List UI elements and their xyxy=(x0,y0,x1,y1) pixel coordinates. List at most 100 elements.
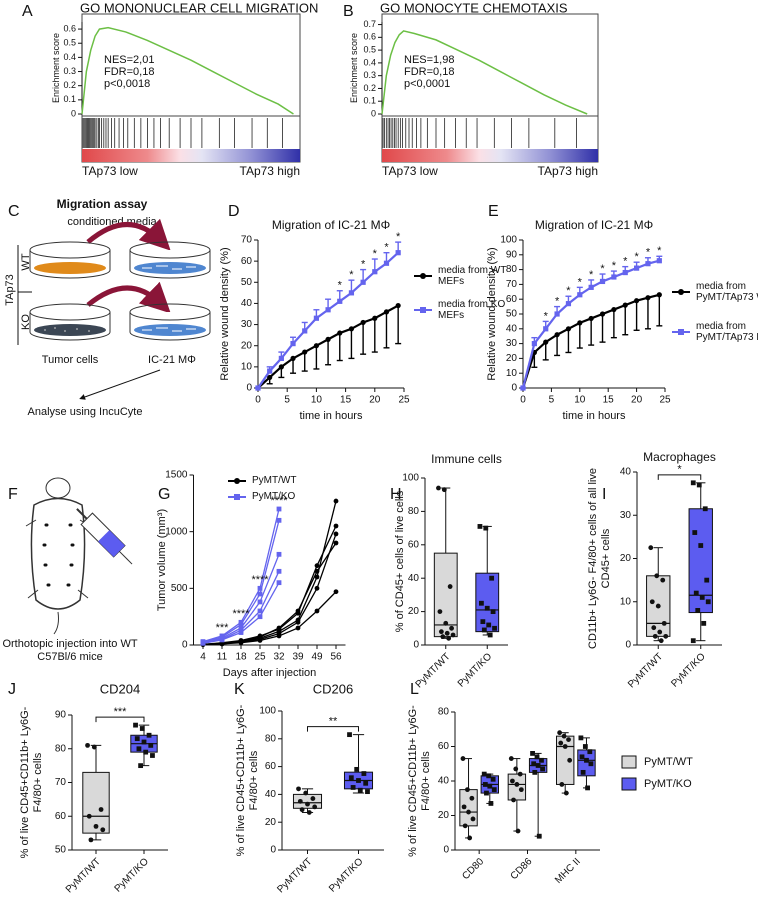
x-axis-label: time in hours xyxy=(300,410,363,422)
marker xyxy=(200,640,206,646)
marker xyxy=(93,823,99,829)
y-tick-label: 10 xyxy=(620,596,632,607)
y-axis-label-group: % of CD45+ cells of live cells xyxy=(394,491,406,633)
stat-label: NES=2,01 xyxy=(104,54,154,66)
y-tick-label: 30 xyxy=(241,319,253,330)
y-tick-label: 50 xyxy=(55,845,67,856)
y-tick-label: 30 xyxy=(620,510,632,521)
x-tick-label: 5 xyxy=(284,395,290,406)
y-axis-label-group: % of live CD45+CD11b+ Ly6G-F4/80+ cells xyxy=(407,705,432,857)
marker xyxy=(333,523,339,529)
legend-label: PyMT/WT xyxy=(252,475,297,487)
stat-label: NES=1,98 xyxy=(404,54,454,66)
y-tick-label: 20 xyxy=(506,353,518,364)
marker xyxy=(333,540,339,546)
panel-letter: B xyxy=(343,3,354,20)
marker xyxy=(91,744,97,750)
marker xyxy=(698,543,704,548)
marker xyxy=(517,771,523,777)
x-label: TAp73 high xyxy=(240,164,301,178)
marker xyxy=(487,632,493,638)
panel-letter: A xyxy=(22,3,33,20)
y-axis-label-box: Enrichment score xyxy=(349,33,359,103)
y-tick-label: 80 xyxy=(506,264,518,275)
marker xyxy=(611,274,617,280)
panel-letter: F xyxy=(8,486,18,503)
x-tick-label: 0 xyxy=(255,395,261,406)
marker xyxy=(696,482,702,488)
marker xyxy=(347,732,352,738)
marker xyxy=(86,813,92,819)
significance-label: * xyxy=(677,464,682,476)
marker xyxy=(146,732,152,738)
marker xyxy=(238,640,244,646)
marker xyxy=(701,620,707,626)
y-tick-label: 100 xyxy=(402,473,419,484)
marker xyxy=(465,787,470,793)
marker xyxy=(302,349,308,355)
dish-label: Tumor cells xyxy=(42,354,99,366)
marker xyxy=(360,319,366,326)
marker xyxy=(651,625,657,631)
y-tick-label: 0.4 xyxy=(63,52,76,62)
marker xyxy=(136,746,142,752)
y-tick-label: 100 xyxy=(259,706,276,717)
legend-label: media from PyMT/TAp73 KO xyxy=(696,320,758,344)
marker xyxy=(267,374,273,381)
x-label: TAp73 low xyxy=(382,164,438,178)
marker xyxy=(585,785,590,791)
marker xyxy=(484,790,489,796)
marker xyxy=(520,385,526,391)
panel-letter: K xyxy=(234,681,245,698)
y-tick-label: 60 xyxy=(408,539,420,550)
marker xyxy=(290,341,296,347)
significance-bracket xyxy=(95,716,145,723)
x-tick-label: 4 xyxy=(200,652,206,663)
mouse-head xyxy=(45,477,71,499)
arrow xyxy=(86,281,171,314)
diagram-title: Migration assay xyxy=(57,197,148,211)
y-axis-label-box: Relative wound density (%) xyxy=(486,247,498,380)
marker xyxy=(611,306,617,313)
marker xyxy=(133,722,138,728)
significance-label: **** xyxy=(232,608,250,620)
marker xyxy=(470,816,476,822)
marker xyxy=(276,580,282,586)
marker xyxy=(310,796,316,801)
y-tick-label: 80 xyxy=(265,733,277,744)
box xyxy=(433,552,458,638)
y-axis-label-box: % of live CD45+CD11b+ Ly6G-F4/80+ cells xyxy=(19,707,44,859)
marker xyxy=(588,315,594,322)
significance-label: * xyxy=(396,231,401,243)
marker xyxy=(695,608,701,613)
marker xyxy=(314,574,320,580)
marker xyxy=(436,485,441,491)
marker xyxy=(299,807,305,813)
panel-letter: G xyxy=(158,486,170,503)
marker xyxy=(138,763,144,769)
marker xyxy=(278,355,284,361)
syringe xyxy=(76,508,133,565)
marker xyxy=(85,742,90,748)
marker xyxy=(648,545,654,551)
dish-rim xyxy=(29,241,111,259)
y-tick-label: 0 xyxy=(511,383,517,394)
marker xyxy=(466,809,471,815)
cell-dots xyxy=(44,327,90,332)
y-tick-label: 500 xyxy=(171,583,188,594)
legend-label-group: media from KO MEFs xyxy=(438,299,505,322)
y-tick-label: 0 xyxy=(443,845,449,856)
dish-content xyxy=(134,324,206,336)
marker xyxy=(314,585,320,591)
legend-label-group: media from PyMT/TAp73 KO xyxy=(696,320,758,344)
marker xyxy=(134,736,140,742)
marker xyxy=(139,726,145,731)
y-axis-label-box: Relative wound density (%) xyxy=(219,247,231,380)
marker xyxy=(460,756,466,761)
y-tick-label: 20 xyxy=(620,553,632,564)
marker xyxy=(678,289,684,295)
y-tick-label: 70 xyxy=(55,777,67,788)
marker xyxy=(469,795,475,801)
chart-title: Macrophages xyxy=(643,450,716,464)
marker xyxy=(257,638,263,643)
